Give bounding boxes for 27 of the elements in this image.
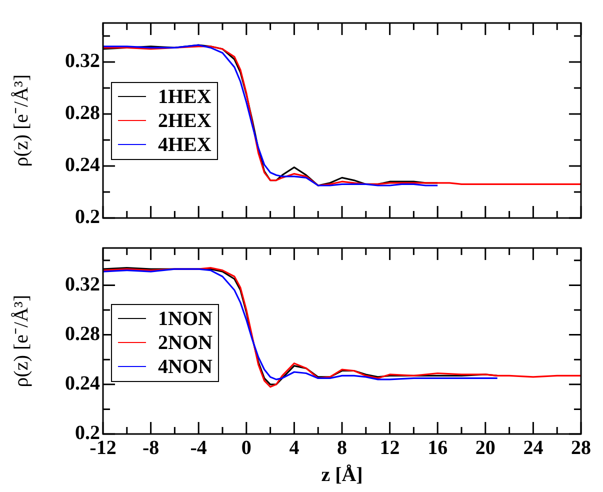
x-tick-label: 16 [428,437,448,460]
y-axis-title: ρ(z) [e⁻/Å³] [10,294,32,388]
y-tick-label: 0.32 [65,273,100,296]
legend-label: 4HEX [158,132,212,156]
y-tick-label: 0.32 [65,50,100,72]
x-tick-label: 20 [475,437,496,460]
y-tick-label: 0.2 [75,206,100,228]
y-tick-label: 0.28 [65,102,100,124]
y-tick-label: 0.24 [65,154,100,176]
legend-label: 2NON [158,330,212,355]
x-tick-label: 24 [523,437,544,460]
y-tick-label: 0.28 [65,322,100,345]
legend-label: 1NON [158,306,212,331]
legend-label: 1HEX [158,84,212,108]
x-tick-label: 4 [289,437,300,460]
x-tick-label: 8 [337,437,347,460]
x-tick-label: 0 [241,437,252,460]
x-tick-label: -8 [142,437,160,460]
y-axis-title: ρ(z) [e⁻/Å³] [10,74,32,167]
y-tick-label: 0.2 [75,422,100,444]
x-tick-label: 28 [571,437,591,460]
x-tick-label: 12 [380,437,400,460]
y-tick-label: 0.24 [65,372,100,395]
x-axis-title: z [Å] [321,464,363,486]
legend-label: 4NON [158,354,212,379]
legend-label: 2HEX [158,108,212,132]
x-tick-label: -4 [190,437,207,460]
